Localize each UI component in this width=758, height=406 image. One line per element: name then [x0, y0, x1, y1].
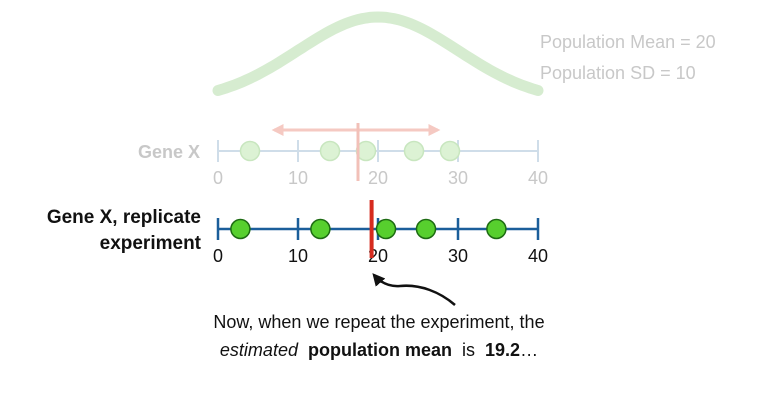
caption-is-word: is [462, 340, 475, 360]
replicate-tick-label: 0 [213, 246, 223, 266]
replicate-label-line2: experiment [100, 233, 202, 254]
faded-experiment-label: Gene X [138, 142, 200, 162]
faded-data-point [319, 140, 341, 162]
replicate-data-point [415, 218, 437, 240]
replicate-data-point [486, 218, 507, 240]
replicate-data-point [375, 218, 397, 240]
caption-italic-word: estimated [220, 340, 299, 360]
replicate-data-point [230, 218, 251, 240]
caption-bold-phrase: population mean [308, 340, 452, 360]
faded-number-line: 0 10 20 30 40 [213, 140, 548, 188]
pointer-arrow [372, 273, 456, 306]
replicate-tick-label: 30 [448, 246, 468, 266]
faded-data-point [439, 140, 461, 162]
caption-line2: estimated population mean is 19.2… [220, 340, 538, 360]
replicate-label-line1: Gene X, replicate [47, 207, 201, 228]
replicate-tick-label: 40 [528, 246, 548, 266]
population-distribution-curve [212, 11, 544, 96]
faded-tick-label: 30 [448, 168, 468, 188]
faded-tick-label: 10 [288, 168, 308, 188]
faded-data-points [239, 140, 461, 162]
faded-data-point [239, 140, 261, 162]
caption-mean-value: 19.2 [485, 340, 520, 360]
replicate-data-points [230, 218, 507, 240]
faded-tick-label: 20 [368, 168, 388, 188]
caption-ellipsis: … [520, 340, 538, 360]
faded-tick-label: 40 [528, 168, 548, 188]
replicate-data-point [310, 218, 331, 240]
population-mean-label: Population Mean = 20 [540, 32, 716, 52]
faded-tick-label: 0 [213, 168, 223, 188]
replicate-tick-label: 10 [288, 246, 308, 266]
caption-line1: Now, when we repeat the experiment, the [213, 312, 544, 332]
faded-data-point [403, 140, 425, 162]
population-sd-label: Population SD = 10 [540, 63, 696, 83]
